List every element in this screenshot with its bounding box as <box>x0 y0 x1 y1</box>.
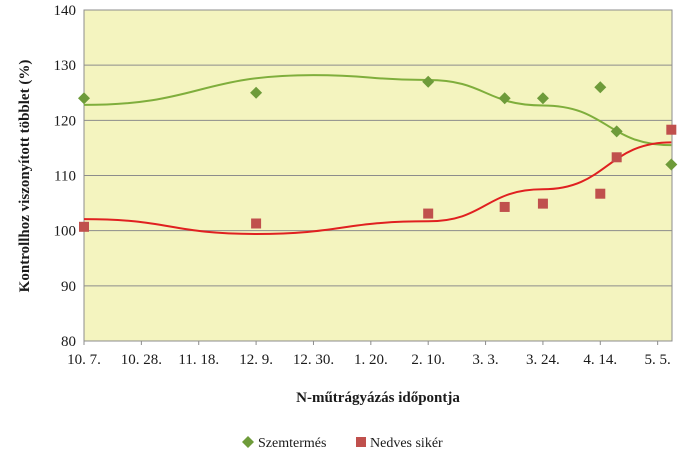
x-tick-label: 12. 30. <box>293 352 334 368</box>
y-axis-title: Kontrollhoz viszonyított többlet (%) <box>17 60 33 293</box>
data-points <box>78 75 678 232</box>
x-tick-label: 3. 24. <box>526 352 560 368</box>
point-nedves-siker <box>423 208 434 219</box>
point-nedves-siker <box>79 221 89 232</box>
legend-diamond-icon <box>242 436 254 448</box>
y-axis-tick-labels: 80 90 100 110 120 130 140 <box>54 3 77 350</box>
x-tick-label: 4. 14. <box>583 352 617 368</box>
x-tick-label: 3. 3. <box>472 352 498 368</box>
x-axis-tick-labels: 10. 7. 10. 28. 11. 18. 12. 9. 12. 30. 1. 20. 2… <box>67 341 671 368</box>
gridlines <box>84 64 672 287</box>
x-tick-label: 10. 7. <box>67 352 101 368</box>
point-nedves-siker <box>537 198 548 209</box>
x-tick-label: 10. 28. <box>121 352 162 368</box>
x-tick-label: 5. 5. <box>645 352 671 368</box>
x-tick-label: 1. 20. <box>354 352 388 368</box>
legend-label-nedves-siker: Nedves sikér <box>370 436 443 451</box>
y-tick-label: 130 <box>54 58 77 74</box>
legend-label-szemtermes: Szemtermés <box>258 436 326 451</box>
point-nedves-siker <box>595 188 606 199</box>
y-tick-label: 120 <box>54 113 77 129</box>
point-szemtermes <box>665 158 678 171</box>
point-nedves-siker <box>666 124 677 135</box>
y-tick-label: 140 <box>54 3 77 19</box>
y-tick-label: 100 <box>54 224 77 240</box>
y-tick-label: 90 <box>61 279 76 295</box>
legend: Szemtermés Nedves sikér <box>242 436 443 451</box>
point-szemtermes <box>594 81 607 94</box>
point-szemtermes <box>78 92 90 105</box>
y-tick-label: 80 <box>61 334 76 350</box>
y-tick-label: 110 <box>54 169 76 185</box>
point-nedves-siker <box>251 218 262 229</box>
legend-square-icon <box>356 437 366 447</box>
point-szemtermes <box>498 92 511 105</box>
x-axis-title: N-műtrágyázás időpontja <box>296 390 460 406</box>
point-szemtermes <box>610 125 623 138</box>
point-nedves-siker <box>499 201 510 212</box>
trend-line-series-2 <box>83 141 672 235</box>
point-szemtermes <box>536 92 549 105</box>
trend-line-series-1 <box>83 74 672 147</box>
trend-lines <box>83 74 672 235</box>
x-tick-label: 11. 18. <box>178 352 219 368</box>
point-szemtermes <box>250 86 263 99</box>
point-nedves-siker <box>611 152 622 163</box>
x-tick-label: 12. 9. <box>239 352 273 368</box>
point-szemtermes <box>422 75 435 88</box>
x-tick-label: 2. 10. <box>411 352 445 368</box>
